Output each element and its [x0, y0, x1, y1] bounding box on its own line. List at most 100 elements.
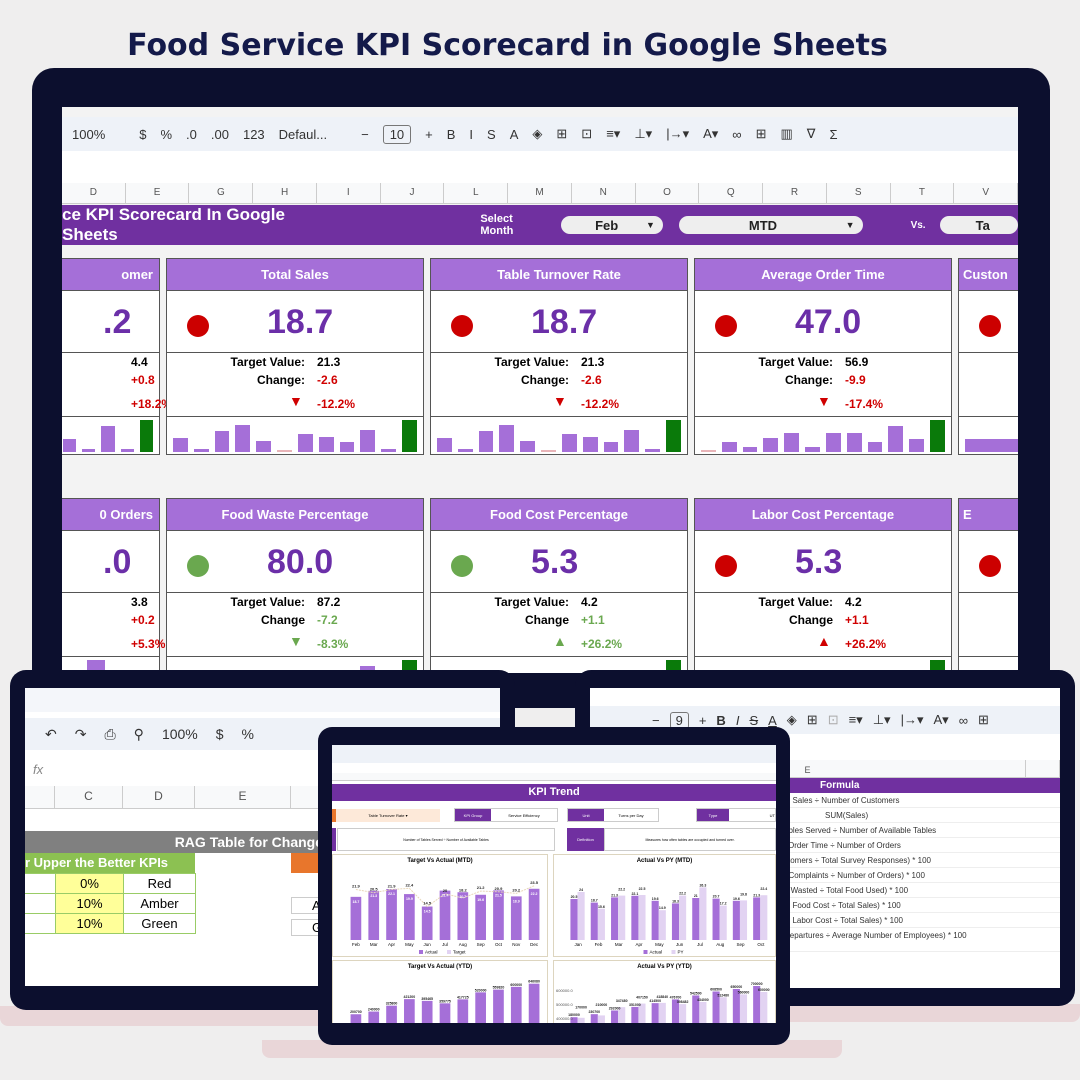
increase-font-button[interactable]: +	[698, 712, 707, 728]
chart-bar-actual	[528, 983, 540, 1023]
increase-decimal-button[interactable]: .00	[210, 126, 229, 142]
column-D[interactable]: D	[62, 183, 126, 203]
text-color-icon[interactable]: A	[768, 712, 777, 728]
column-R[interactable]: R	[763, 183, 827, 203]
link-icon[interactable]: ∞	[958, 712, 968, 728]
chart-bar-actual	[350, 896, 362, 940]
column-Q[interactable]: Q	[699, 183, 764, 203]
data-label: 21.3	[611, 893, 618, 897]
strikethrough-icon[interactable]: S	[749, 712, 759, 728]
paint-format-icon[interactable]: ⚲	[133, 725, 144, 742]
link-icon[interactable]: ∞	[732, 126, 742, 142]
sparkline-bar	[277, 450, 292, 452]
merge-icon[interactable]: ⊡	[581, 126, 593, 141]
rotate-icon[interactable]: A▾	[933, 712, 949, 727]
column-E[interactable]: E	[126, 183, 190, 203]
x-tick-label: Jan	[575, 942, 583, 947]
change-percent: +26.2%	[845, 637, 887, 651]
comment-icon[interactable]: ⊞	[977, 712, 989, 727]
comment-icon[interactable]: ⊞	[755, 126, 767, 141]
change-value: +1.1	[581, 613, 605, 627]
data-label: 22.2	[618, 888, 625, 892]
column-M[interactable]: M	[508, 183, 572, 203]
borders-icon[interactable]: ⊞	[556, 126, 568, 141]
align-icon[interactable]: ≡▾	[848, 712, 863, 727]
data-label: 21.2	[477, 885, 486, 890]
chart-icon[interactable]: ▥	[780, 126, 793, 141]
chart-bar-py	[679, 1004, 687, 1023]
month-dropdown[interactable]: Feb ▼	[561, 216, 663, 234]
column-N[interactable]: N	[572, 183, 636, 203]
italic-button[interactable]: I	[469, 126, 474, 142]
chart-bar-actual	[631, 1006, 639, 1023]
valign-icon[interactable]: ⊥▾	[872, 712, 891, 727]
number-format-button[interactable]: 123	[242, 126, 265, 142]
kpi-dropdown[interactable]: Table Turnover Rate ▾	[332, 809, 440, 822]
borders-icon[interactable]: ⊞	[806, 712, 818, 727]
legend-swatch	[671, 950, 676, 954]
data-label: 14.5	[424, 910, 431, 914]
column-L[interactable]: L	[444, 183, 509, 203]
font-size-input[interactable]: 9	[669, 711, 689, 729]
rotate-icon[interactable]: A▾	[703, 126, 719, 141]
bold-button[interactable]: B	[446, 126, 456, 142]
sparkline-bar	[214, 431, 230, 452]
column-T[interactable]: T	[891, 183, 955, 203]
period-dropdown[interactable]: MTD ▼	[678, 216, 863, 234]
chart-bar-actual	[611, 897, 619, 940]
valign-icon[interactable]: ⊥▾	[634, 126, 653, 141]
font-size-input[interactable]: 10	[382, 124, 412, 144]
x-tick-label: Jul	[697, 942, 703, 947]
data-label: 398482	[677, 1000, 689, 1004]
zoom-select[interactable]: 100%	[72, 126, 106, 142]
currency-button[interactable]: $	[139, 126, 147, 142]
chart-bar-actual	[692, 995, 700, 1023]
wrap-icon[interactable]: |→▾	[666, 126, 690, 141]
column-H[interactable]: H	[253, 183, 317, 203]
redo-icon[interactable]: ↷	[74, 725, 87, 742]
rag-header: r Upper the Better KPIs	[25, 853, 195, 873]
column-J[interactable]: J	[381, 183, 445, 203]
vs-dropdown[interactable]: Ta	[939, 216, 1018, 234]
column-I[interactable]: I	[317, 183, 381, 203]
increase-font-button[interactable]: +	[425, 126, 433, 142]
decrease-font-button[interactable]: −	[652, 712, 660, 728]
undo-icon[interactable]: ↶	[45, 725, 57, 742]
data-label: 21.5	[495, 893, 502, 897]
data-label: 19.6	[733, 897, 740, 901]
zoom-select[interactable]: 100%	[161, 726, 198, 742]
decrease-font-button[interactable]: −	[361, 126, 369, 142]
align-icon[interactable]: ≡▾	[606, 126, 621, 141]
italic-icon[interactable]: I	[735, 712, 740, 728]
data-label: 170000	[575, 1006, 587, 1010]
chart-bar-actual	[421, 906, 433, 940]
data-label: 646080	[528, 980, 540, 984]
column-V[interactable]: V	[954, 183, 1018, 203]
column-G[interactable]: G	[189, 183, 254, 203]
kpi-card-title: Food Cost Percentage	[431, 499, 687, 531]
data-label: 512480	[717, 993, 729, 997]
fill-color-icon[interactable]: ◈	[532, 126, 543, 141]
rag-threshold: 0%	[55, 873, 124, 894]
currency-button[interactable]: $	[215, 726, 224, 742]
percent-button[interactable]: %	[160, 126, 173, 142]
bold-icon[interactable]: B	[716, 712, 726, 728]
wrap-icon[interactable]: |→▾	[900, 712, 924, 727]
strikethrough-button[interactable]: S	[487, 126, 496, 142]
functions-icon[interactable]: Σ	[829, 126, 838, 142]
column-S[interactable]: S	[827, 183, 891, 203]
merge-icon[interactable]: ⊡	[827, 712, 839, 727]
print-icon[interactable]: ⎙	[104, 725, 116, 742]
rag-row: 10% Amber	[25, 893, 196, 914]
fill-color-icon[interactable]: ◈	[786, 712, 797, 727]
font-select[interactable]: Defaul...	[278, 126, 328, 142]
percent-button[interactable]: %	[241, 726, 254, 742]
filter-icon[interactable]: ∇	[806, 126, 816, 141]
text-color-button[interactable]: A	[509, 126, 519, 142]
column-O[interactable]: O	[636, 183, 700, 203]
formula-bar: fx	[33, 762, 44, 777]
x-tick-label: Sep	[737, 942, 746, 947]
status-dot-icon	[979, 315, 1001, 337]
kpi-card: Total Sales 18.7 Target Value: Change: 21.3 -…	[166, 258, 424, 455]
decrease-decimal-button[interactable]: .0	[186, 126, 197, 142]
